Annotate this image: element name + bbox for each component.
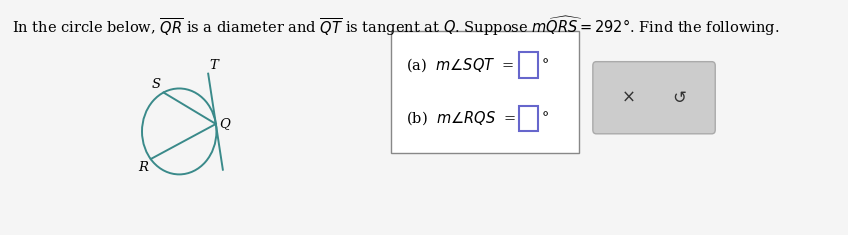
Text: ×: × [622, 89, 635, 107]
Text: °: ° [542, 58, 549, 72]
FancyBboxPatch shape [391, 31, 579, 153]
Text: (b)  $m\angle RQS$  =: (b) $m\angle RQS$ = [406, 110, 523, 127]
Text: In the circle below, $\overline{QR}$ is a diameter and $\overline{QT}$ is tangen: In the circle below, $\overline{QR}$ is … [12, 14, 779, 38]
Text: ↺: ↺ [672, 89, 686, 107]
FancyBboxPatch shape [519, 52, 538, 78]
FancyBboxPatch shape [519, 106, 538, 131]
Text: R: R [138, 161, 148, 174]
Text: T: T [209, 59, 219, 72]
FancyBboxPatch shape [593, 62, 715, 134]
Text: (a)  $m\angle SQT$  =: (a) $m\angle SQT$ = [406, 56, 521, 74]
Text: °: ° [542, 112, 549, 125]
Text: Q: Q [219, 117, 230, 130]
Text: S: S [152, 78, 161, 91]
